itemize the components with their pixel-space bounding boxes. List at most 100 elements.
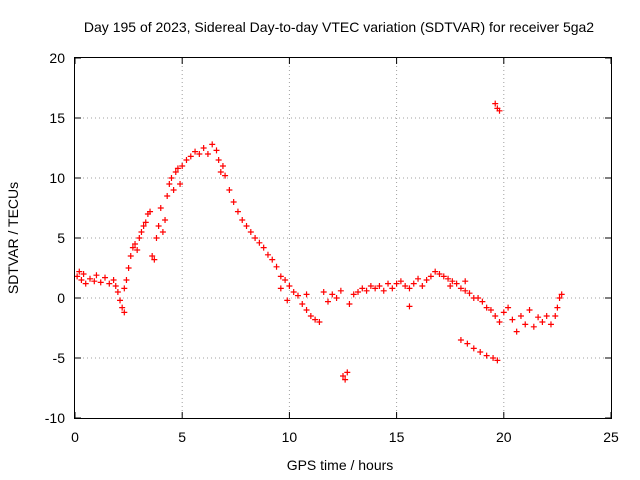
data-point xyxy=(316,319,323,325)
data-point xyxy=(447,283,454,289)
data-point xyxy=(204,151,211,157)
data-point xyxy=(97,279,104,286)
data-point xyxy=(155,223,162,229)
data-point xyxy=(121,285,128,292)
data-point xyxy=(462,278,469,285)
data-point xyxy=(247,229,254,235)
y-tick-label: 10 xyxy=(49,170,65,186)
data-point xyxy=(149,253,156,259)
data-point xyxy=(380,287,387,294)
data-point xyxy=(172,169,179,175)
data-point xyxy=(406,285,413,292)
data-point xyxy=(470,345,477,352)
data-points xyxy=(74,100,565,383)
data-point xyxy=(243,223,250,229)
data-point xyxy=(397,278,404,285)
data-point xyxy=(483,352,490,359)
data-point xyxy=(282,277,289,283)
data-point xyxy=(192,148,199,155)
data-point xyxy=(329,291,336,298)
plot-frame xyxy=(74,57,612,419)
data-point xyxy=(432,268,439,275)
data-point xyxy=(320,289,327,295)
data-point xyxy=(134,247,141,253)
data-point xyxy=(385,280,392,287)
axis-ticks: 0 5 10 15 20 25 -10 -5 0 5 10 15 20 xyxy=(45,50,619,445)
data-point xyxy=(505,304,512,311)
data-point xyxy=(82,280,89,287)
data-point xyxy=(273,263,280,270)
data-point xyxy=(78,277,85,283)
data-point xyxy=(440,273,447,280)
data-point xyxy=(457,337,464,343)
data-point xyxy=(129,244,136,251)
data-point xyxy=(406,303,413,310)
data-point xyxy=(355,289,362,295)
data-point xyxy=(552,313,559,319)
data-point xyxy=(554,304,561,311)
data-point xyxy=(106,280,113,287)
data-point xyxy=(342,376,349,383)
data-point xyxy=(159,229,166,235)
data-point xyxy=(121,309,128,316)
data-point xyxy=(483,304,490,311)
data-point xyxy=(492,100,499,107)
data-point xyxy=(367,283,374,289)
data-point xyxy=(312,316,319,323)
data-point xyxy=(464,340,471,347)
y-tick-label: 20 xyxy=(49,50,65,66)
data-point xyxy=(215,157,222,163)
data-point xyxy=(127,253,134,259)
data-point xyxy=(269,256,276,263)
data-point xyxy=(402,283,409,289)
data-point xyxy=(147,208,154,215)
data-point xyxy=(303,307,310,313)
data-point xyxy=(393,280,400,287)
data-point xyxy=(494,357,501,364)
data-point xyxy=(234,208,241,215)
data-point xyxy=(256,239,263,246)
data-point xyxy=(157,205,164,211)
y-tick-label: 0 xyxy=(57,290,65,306)
data-point xyxy=(179,163,186,169)
data-point xyxy=(526,307,533,313)
data-point xyxy=(410,280,417,287)
data-point xyxy=(252,235,259,241)
data-point xyxy=(76,268,83,275)
data-point xyxy=(509,316,516,323)
data-point xyxy=(303,291,310,298)
data-point xyxy=(496,319,503,325)
x-axis-label: GPS time / hours xyxy=(287,457,394,473)
data-point xyxy=(196,151,203,157)
data-point xyxy=(153,235,160,241)
data-point xyxy=(260,244,267,251)
data-point xyxy=(419,283,426,289)
x-tick-label: 15 xyxy=(389,429,405,445)
data-point xyxy=(423,277,430,283)
data-point xyxy=(517,313,524,319)
data-point xyxy=(449,278,456,285)
chart-title: Day 195 of 2023, Sidereal Day-to-day VTE… xyxy=(84,19,594,35)
data-point xyxy=(222,172,229,179)
data-point xyxy=(427,273,434,280)
x-tick-label: 5 xyxy=(178,429,186,445)
data-point xyxy=(91,278,98,285)
data-point xyxy=(112,283,119,289)
data-point xyxy=(307,313,314,319)
data-point xyxy=(539,319,546,325)
data-point xyxy=(496,107,503,114)
data-point xyxy=(457,285,464,292)
data-point xyxy=(87,275,94,282)
data-point xyxy=(350,291,357,298)
y-tick-label: -10 xyxy=(45,410,65,426)
data-point xyxy=(466,290,473,297)
y-tick-label: 15 xyxy=(49,110,65,126)
data-point xyxy=(389,285,396,292)
data-point xyxy=(80,271,87,277)
data-point xyxy=(359,285,366,292)
data-point xyxy=(162,217,169,223)
data-point xyxy=(324,298,331,305)
data-point xyxy=(226,187,233,193)
data-point xyxy=(475,295,482,301)
